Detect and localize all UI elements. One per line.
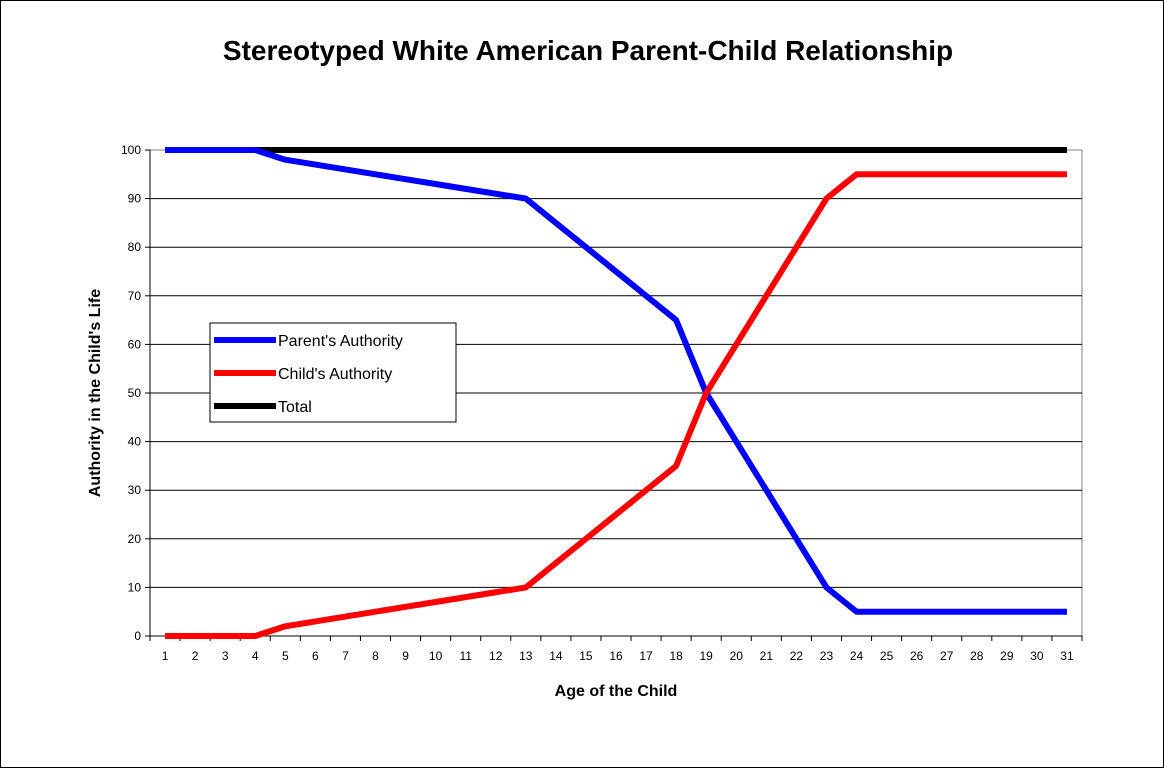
x-tick-label: 29 bbox=[1000, 649, 1014, 663]
x-tick-label: 24 bbox=[850, 649, 864, 663]
y-tick-label: 100 bbox=[121, 143, 141, 157]
x-tick-label: 20 bbox=[730, 649, 744, 663]
series-lines bbox=[165, 147, 1067, 639]
x-tick-label: 9 bbox=[402, 649, 409, 663]
y-axis-ticks: 0 10 20 30 40 50 60 70 80 90 100 bbox=[121, 143, 150, 643]
x-tick-label: 30 bbox=[1030, 649, 1044, 663]
y-tick-label: 60 bbox=[128, 337, 142, 351]
y-tick-label: 10 bbox=[128, 580, 142, 594]
x-tick-label: 22 bbox=[790, 649, 804, 663]
x-axis-title: Age of the Child bbox=[555, 683, 678, 700]
x-tick-label: 16 bbox=[609, 649, 623, 663]
x-tick-label: 28 bbox=[970, 649, 984, 663]
x-tick-label: 27 bbox=[940, 649, 954, 663]
x-tick-label: 26 bbox=[910, 649, 924, 663]
x-tick-label: 14 bbox=[549, 649, 563, 663]
x-tick-label: 12 bbox=[489, 649, 503, 663]
series-line-parent-s-authority bbox=[165, 147, 1067, 615]
x-tick-label: 31 bbox=[1060, 649, 1074, 663]
y-tick-label: 50 bbox=[128, 386, 142, 400]
legend-label-parent-s-authority: Parent's Authority bbox=[278, 333, 403, 350]
y-axis-title: Authority in the Child's Life bbox=[87, 289, 104, 497]
y-tick-label: 90 bbox=[128, 192, 142, 206]
legend-label-total: Total bbox=[278, 399, 312, 416]
x-tick-label: 4 bbox=[252, 649, 259, 663]
x-tick-label: 7 bbox=[342, 649, 349, 663]
x-axis-ticks: 1 2 3 4 5 6 7 8 9 10 11 12 13 14 15 16 17 18 19 20 21 22 23 24 2… bbox=[149, 150, 1083, 663]
x-tick-label: 23 bbox=[820, 649, 834, 663]
x-tick-label: 3 bbox=[222, 649, 229, 663]
y-tick-label: 70 bbox=[128, 289, 142, 303]
legend: Parent's Authority Child's Authority Total bbox=[209, 322, 457, 423]
y-tick-label: 20 bbox=[128, 532, 142, 546]
chart-title: Stereotyped White American Parent-Child … bbox=[223, 35, 953, 66]
series-line-child-s-authority bbox=[165, 171, 1067, 639]
legend-label-child-s-authority: Child's Authority bbox=[278, 366, 392, 383]
x-tick-label: 18 bbox=[669, 649, 683, 663]
x-tick-label: 6 bbox=[312, 649, 319, 663]
x-tick-label: 1 bbox=[162, 649, 169, 663]
x-tick-label: 21 bbox=[760, 649, 774, 663]
x-tick-label: 15 bbox=[579, 649, 593, 663]
x-tick-label: 13 bbox=[519, 649, 533, 663]
x-tick-label: 2 bbox=[192, 649, 199, 663]
y-tick-label: 0 bbox=[134, 629, 141, 643]
x-tick-label: 5 bbox=[282, 649, 289, 663]
y-tick-label: 30 bbox=[128, 483, 142, 497]
y-tick-label: 40 bbox=[128, 435, 142, 449]
x-tick-label: 19 bbox=[700, 649, 714, 663]
x-tick-label: 10 bbox=[429, 649, 443, 663]
y-tick-label: 80 bbox=[128, 240, 142, 254]
x-tick-label: 8 bbox=[372, 649, 379, 663]
x-tick-label: 11 bbox=[459, 649, 472, 663]
x-tick-label: 25 bbox=[880, 649, 894, 663]
x-tick-label: 17 bbox=[639, 649, 653, 663]
